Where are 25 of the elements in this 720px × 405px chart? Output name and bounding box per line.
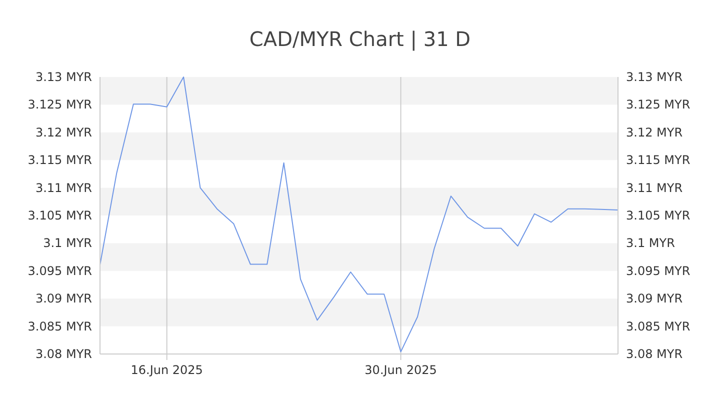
y-tick-label: 3.125 MYR	[28, 98, 92, 112]
y2-tick-label: 3.09 MYR	[626, 292, 683, 306]
y-tick-label: 3.11 MYR	[35, 180, 92, 195]
chart-title: CAD/MYR Chart | 31 D	[249, 27, 471, 51]
y2-tick-label: 3.105 MYR	[626, 208, 690, 222]
y2-tick-label: 3.1 MYR	[626, 236, 675, 250]
y-tick-label: 3.105 MYR	[28, 208, 92, 222]
y2-tick-label: 3.085 MYR	[626, 319, 690, 334]
y-tick-label: 3.1 MYR	[43, 236, 92, 250]
y2-tick-label: 3.095 MYR	[626, 264, 690, 278]
y2-tick-label: 3.08 MYR	[626, 347, 683, 361]
y-tick-label: 3.085 MYR	[28, 319, 92, 334]
y2-tick-label: 3.11 MYR	[626, 180, 683, 195]
x-tick-label: 16.Jun 2025	[130, 363, 203, 377]
y2-tick-label: 3.125 MYR	[626, 98, 690, 112]
y-tick-label: 3.09 MYR	[35, 292, 92, 306]
y-tick-label: 3.095 MYR	[28, 264, 92, 278]
y2-tick-label: 3.115 MYR	[626, 153, 690, 168]
y-tick-label: 3.12 MYR	[35, 125, 92, 140]
x-tick-label: 30.Jun 2025	[364, 363, 437, 377]
y2-tick-label: 3.13 MYR	[626, 70, 683, 84]
y2-tick-label: 3.12 MYR	[626, 125, 683, 140]
y-tick-label: 3.13 MYR	[35, 70, 92, 84]
y-tick-label: 3.08 MYR	[35, 347, 92, 361]
y-tick-label: 3.115 MYR	[28, 153, 92, 168]
